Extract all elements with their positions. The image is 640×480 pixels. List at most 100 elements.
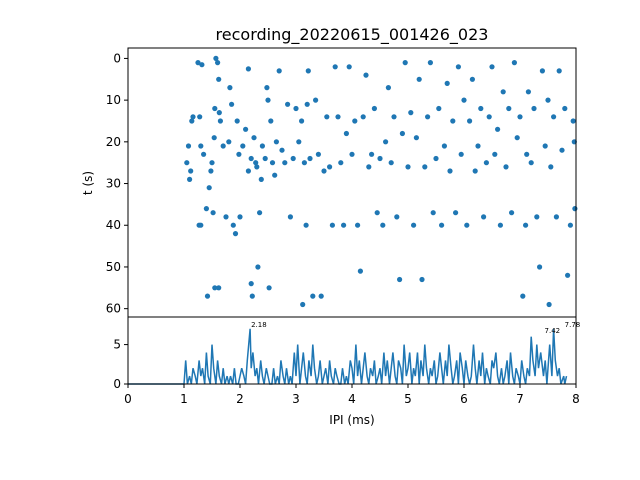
raster-point (419, 276, 425, 283)
raster-point (444, 80, 450, 86)
y-tick-label: 40 (106, 218, 121, 232)
raster-point (357, 268, 363, 274)
raster-point (523, 222, 529, 228)
raster-point (318, 293, 324, 299)
x-axis-label: IPI (ms) (329, 413, 374, 427)
raster-point (349, 151, 355, 157)
raster-point (433, 155, 439, 162)
raster-point (257, 210, 263, 216)
raster-point (321, 168, 327, 174)
raster-point (363, 72, 369, 78)
raster-point (272, 172, 278, 178)
raster-point (216, 285, 222, 291)
raster-point (500, 89, 506, 95)
raster-point (304, 101, 310, 107)
raster-point (327, 164, 333, 170)
raster-panel: 0 10 20 30 40 50 60 (106, 47, 578, 318)
x-tick-label: 4 (348, 392, 356, 406)
raster-point (245, 66, 251, 72)
raster-point (380, 222, 386, 228)
raster-point (570, 118, 576, 124)
raster-point (287, 214, 293, 220)
raster-point (495, 126, 501, 132)
raster-point (391, 114, 397, 120)
raster-point (366, 164, 372, 170)
raster-point (253, 160, 259, 166)
raster-point (562, 105, 568, 112)
raster-point (397, 276, 403, 283)
raster-point (472, 168, 478, 174)
raster-point (285, 101, 291, 107)
raster-point (251, 135, 257, 141)
raster-point (534, 214, 540, 220)
raster-point (481, 214, 487, 220)
raster-point (453, 210, 459, 216)
x-tick-label: 1 (180, 392, 188, 406)
raster-point (216, 76, 222, 82)
raster-point (315, 151, 321, 157)
raster-point (352, 118, 358, 124)
raster-point (290, 155, 296, 162)
raster-point (226, 139, 232, 145)
raster-point (227, 85, 233, 91)
raster-point (545, 97, 551, 103)
ipi-histogram-line (128, 328, 568, 385)
raster-point (266, 285, 272, 291)
raster-point (269, 160, 276, 166)
raster-point (369, 151, 375, 157)
raster-point (213, 55, 219, 62)
raster-point (229, 101, 235, 107)
raster-point (232, 231, 239, 237)
peak-label: 2.18 (251, 321, 267, 329)
peak-label: 7.42 (545, 327, 561, 335)
raster-point (383, 139, 389, 145)
raster-point (198, 222, 204, 228)
raster-point (411, 222, 417, 228)
raster-point (388, 160, 394, 166)
raster-point (469, 76, 475, 82)
raster-point (525, 89, 532, 95)
raster-point (217, 118, 223, 124)
raster-point (245, 168, 251, 174)
raster-point (551, 114, 557, 120)
y-tick-label: 50 (106, 260, 121, 274)
raster-point (531, 105, 537, 112)
peak-label: 7.78 (565, 321, 581, 329)
raster-point (553, 214, 560, 220)
raster-point (199, 62, 205, 68)
y-tick-label: 0 (113, 377, 121, 391)
raster-point (385, 85, 391, 91)
raster-point (248, 281, 254, 287)
raster-point (223, 214, 229, 220)
raster-point (458, 151, 464, 157)
raster-point (441, 143, 447, 149)
raster-point (405, 164, 411, 170)
raster-point (447, 168, 453, 174)
raster-point (524, 151, 530, 157)
raster-point (210, 210, 216, 216)
raster-point (371, 105, 377, 112)
raster-point (539, 68, 546, 74)
raster-point (220, 143, 226, 149)
y-tick-label: 20 (106, 135, 121, 149)
raster-point (483, 160, 489, 166)
y-tick-label: 5 (113, 338, 121, 352)
raster-point (377, 155, 383, 162)
raster-point (332, 64, 338, 70)
raster-point (346, 64, 352, 70)
raster-point (572, 206, 578, 212)
raster-point (450, 118, 456, 124)
x-tick-label: 2 (236, 392, 244, 406)
raster-point (264, 85, 270, 91)
raster-point (279, 147, 285, 153)
raster-point (243, 126, 249, 132)
raster-point (559, 147, 565, 153)
raster-point (307, 155, 313, 162)
raster-point (425, 114, 431, 120)
raster-point (475, 143, 481, 149)
raster-point (310, 293, 316, 299)
raster-point (492, 151, 498, 157)
x-tick-label: 8 (572, 392, 580, 406)
raster-point (189, 118, 195, 124)
